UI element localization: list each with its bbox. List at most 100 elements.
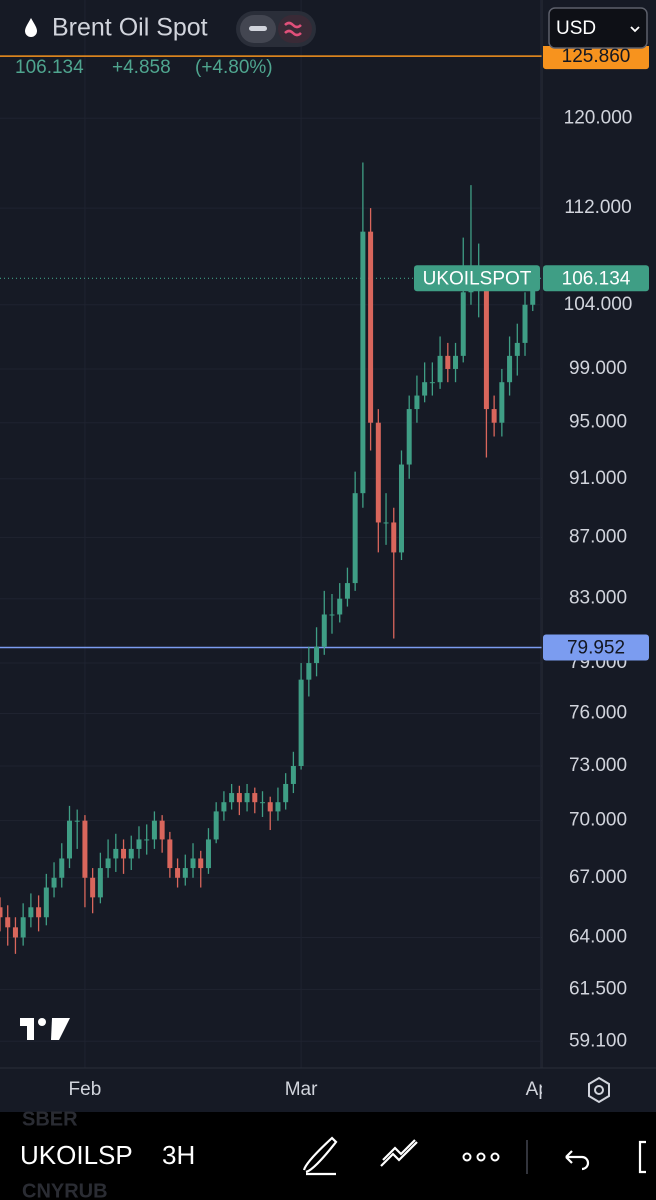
candle-body (190, 858, 196, 869)
toolbar-symbol[interactable]: UKOILSP (20, 1140, 133, 1170)
candle-body (113, 848, 119, 859)
price-lines (0, 55, 542, 649)
candle-body (445, 355, 451, 369)
currency-select[interactable] (548, 7, 648, 49)
candle-body (221, 802, 227, 812)
candle-body (429, 382, 435, 384)
price-tag (543, 43, 649, 70)
candle-body (43, 887, 49, 918)
candle-body (260, 802, 266, 804)
candle-body (337, 598, 343, 615)
toolbar-interval[interactable]: 3H (162, 1140, 195, 1170)
candle-body (59, 858, 65, 878)
x-tick-label: Mar (285, 1079, 318, 1100)
symbol-tag-label: UKOILSPOT (423, 268, 532, 289)
candle-body (136, 839, 142, 849)
candle-body (275, 802, 281, 812)
candle-body (90, 877, 96, 898)
y-tick-label: 73.000 (569, 755, 627, 776)
more-icon[interactable] (462, 1152, 500, 1162)
grid (0, 0, 542, 1068)
symbol-title: Brent Oil Spot (52, 14, 208, 42)
legend-change-pct: (+4.80%) (195, 57, 273, 78)
candle-body (175, 868, 181, 878)
price-tags: 125.860 79.952 UKOILSPOT 106.134 (414, 43, 649, 661)
candle-body (344, 583, 350, 599)
settings-icon[interactable] (588, 1076, 610, 1104)
candle-body (321, 614, 327, 647)
candle-body (499, 382, 505, 423)
candle-body (51, 877, 57, 888)
fullscreen-icon[interactable] (638, 1140, 646, 1174)
y-tick-label: 67.000 (569, 867, 627, 888)
y-tick-label: 99.000 (569, 358, 627, 379)
candle-body (128, 848, 134, 859)
candle-body (36, 907, 42, 918)
candle-body (12, 927, 18, 938)
toggle-compare[interactable] (278, 15, 312, 43)
candle-body (398, 464, 404, 553)
candle-body (460, 292, 466, 356)
candle-body (314, 646, 320, 664)
candle-body (422, 382, 428, 396)
price-axis: 120.000 112.000 104.000 99.000 95.000 91.000 8… (564, 107, 633, 1051)
x-tick-label: Apr (526, 1079, 556, 1100)
draw-icon[interactable] (302, 1136, 338, 1176)
candle-body (105, 858, 111, 869)
candle-body (205, 839, 211, 869)
candle-body (66, 820, 72, 859)
candle-body (244, 793, 250, 803)
candle-body (414, 395, 420, 410)
candle-body (329, 614, 335, 616)
candle-body (0, 907, 3, 918)
candle-body (229, 793, 235, 803)
y-tick-label: 83.000 (569, 588, 627, 609)
dropdown-caret (630, 26, 640, 33)
candle-body (391, 522, 397, 553)
y-tick-label: 112.000 (564, 197, 631, 218)
toggle-line-icon (249, 26, 267, 31)
price-tag (543, 634, 649, 661)
candle-body (144, 839, 150, 841)
ghost-symbol: CNYRUB (22, 1180, 108, 1200)
candle-body (437, 355, 443, 383)
candle-body (507, 355, 513, 383)
candle-body (267, 802, 273, 812)
candle-body (306, 663, 312, 680)
candle-body (182, 868, 188, 878)
candle-body (252, 793, 258, 803)
candle-body (290, 765, 296, 784)
y-tick-label: 120.000 (564, 107, 633, 128)
symbol-tag (414, 265, 540, 292)
price-tag-label: 106.134 (562, 268, 631, 289)
candle-body (74, 820, 80, 822)
candle-body (298, 679, 304, 766)
candle-body (198, 858, 204, 869)
candle-body (82, 820, 88, 878)
y-tick-label: 59.100 (569, 1030, 627, 1051)
y-tick-label: 76.000 (569, 703, 627, 724)
candle-body (97, 868, 103, 898)
indicator-icon[interactable] (380, 1139, 418, 1167)
price-tag-label: 79.952 (567, 637, 625, 658)
candle-body (453, 355, 459, 369)
candle-body (213, 811, 219, 840)
candle-body (483, 279, 489, 410)
y-tick-label: 87.000 (569, 526, 627, 547)
candle-body (283, 783, 289, 803)
y-tick-label: 61.500 (569, 978, 627, 999)
candle-body (375, 422, 381, 523)
candle-body (121, 848, 127, 859)
candle-body (236, 793, 242, 803)
candle-body (406, 409, 412, 465)
candle-body (530, 278, 536, 305)
y-tick-label: 64.000 (569, 926, 627, 947)
oil-icon (25, 18, 37, 37)
price-tag (543, 265, 649, 292)
undo-icon[interactable] (565, 1150, 590, 1171)
candle-body (5, 917, 11, 928)
candle-body (28, 907, 34, 918)
